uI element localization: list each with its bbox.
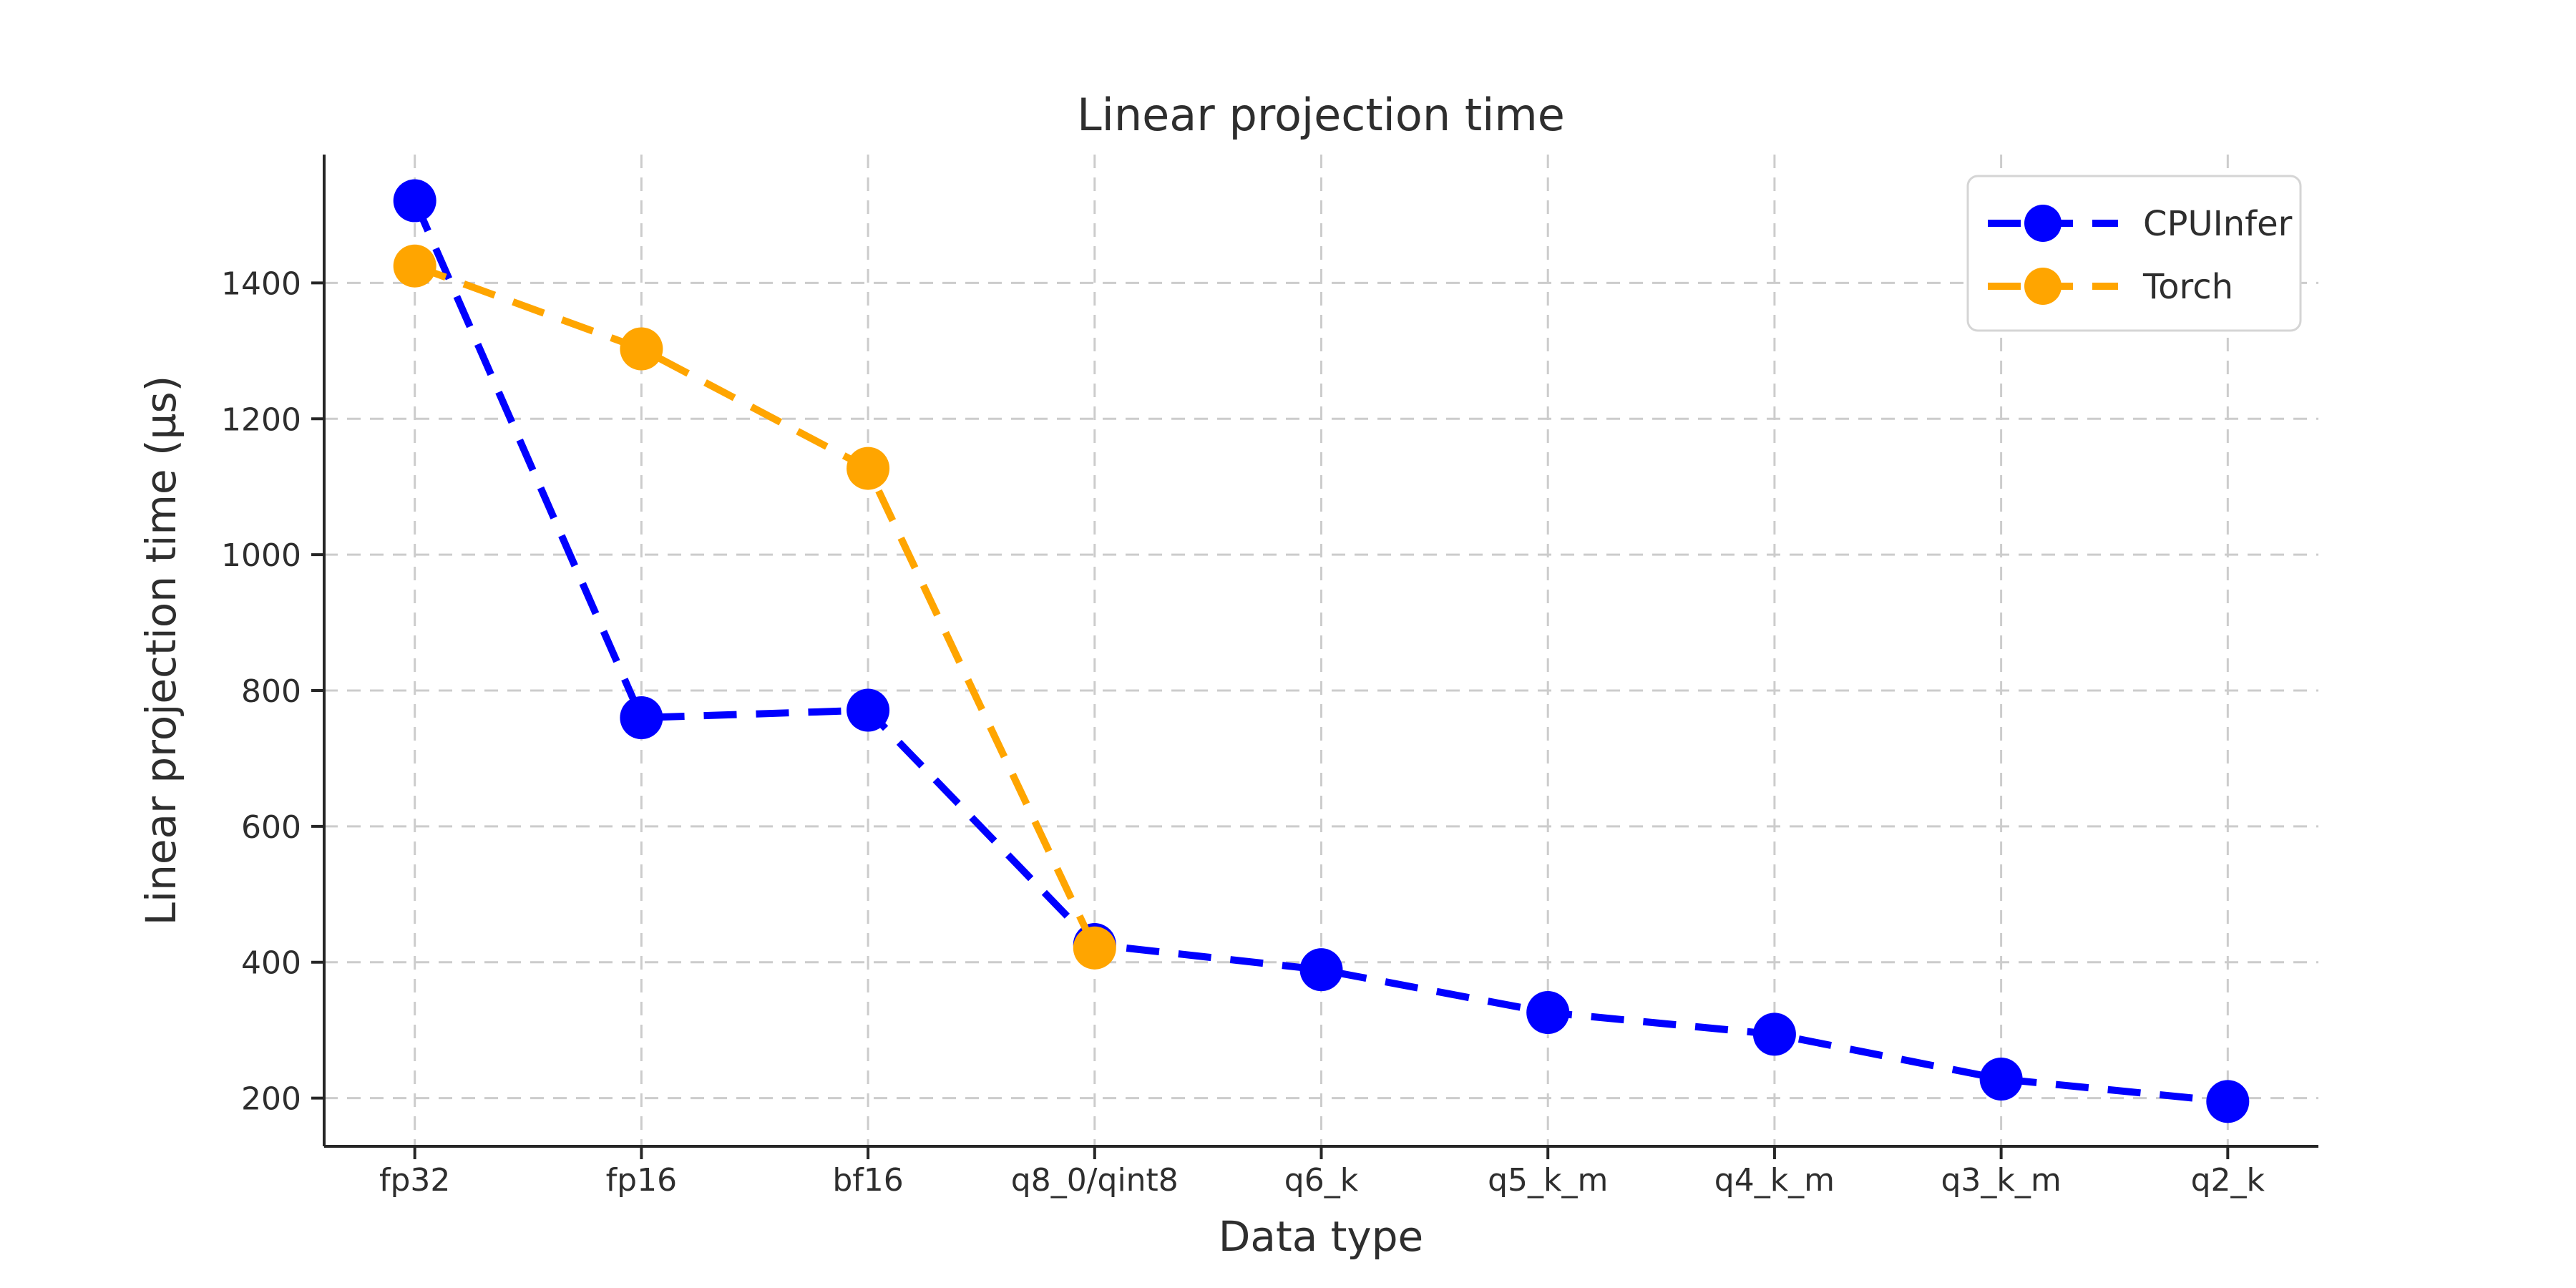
data-point-cpuinfer: [847, 688, 890, 732]
series-line-cpuinfer: [411, 199, 2228, 1106]
x-tick-label: q3_k_m: [1941, 1162, 2061, 1199]
data-point-torch: [393, 244, 436, 288]
y-tick-label: 600: [241, 809, 301, 846]
y-tick-label: 400: [241, 945, 301, 982]
legend-marker: [2024, 205, 2062, 242]
x-tick-label: q5_k_m: [1488, 1162, 1608, 1199]
x-tick-label: q6_k: [1284, 1162, 1359, 1199]
y-tick-label: 1200: [221, 401, 301, 438]
x-tick-label: q4_k_m: [1714, 1162, 1835, 1199]
data-point-torch: [1073, 926, 1116, 970]
legend-label: Torch: [2142, 267, 2233, 307]
chart-title: Linear projection time: [1077, 89, 1565, 141]
data-series: [393, 179, 2250, 1123]
y-tick-label: 200: [241, 1081, 301, 1118]
data-point-cpuinfer: [1979, 1058, 2023, 1101]
x-tick-label: q8_0/qint8: [1011, 1162, 1179, 1199]
y-axis-label: Linear projection time (µs): [137, 376, 185, 926]
data-point-torch: [847, 447, 890, 490]
x-tick-label: fp16: [606, 1162, 677, 1199]
legend-marker: [2024, 268, 2062, 305]
x-axis-label: Data type: [1219, 1212, 1424, 1261]
series-line-torch: [413, 262, 1098, 950]
axes: 200 400 600 800 1000 1200 1400 fp32 fp16 bf16 q8_0…: [221, 155, 2318, 1199]
legend: CPUInfer Torch: [1966, 175, 2302, 332]
x-tick-label: fp32: [379, 1162, 450, 1199]
legend-label: CPUInfer: [2143, 204, 2293, 244]
y-tick-label: 1000: [221, 537, 301, 574]
data-point-cpuinfer: [2206, 1080, 2250, 1123]
data-point-cpuinfer: [1526, 990, 1570, 1034]
y-tick-label: 1400: [221, 265, 301, 302]
data-point-cpuinfer: [393, 179, 436, 223]
data-point-cpuinfer: [1752, 1013, 1796, 1056]
x-tick-label: bf16: [832, 1162, 903, 1199]
data-point-cpuinfer: [1299, 948, 1343, 992]
x-tick-label: q2_k: [2191, 1162, 2265, 1199]
legend-box: [1966, 175, 2302, 332]
data-point-torch: [620, 327, 663, 371]
y-tick-label: 800: [241, 673, 301, 710]
data-point-cpuinfer: [620, 696, 663, 739]
